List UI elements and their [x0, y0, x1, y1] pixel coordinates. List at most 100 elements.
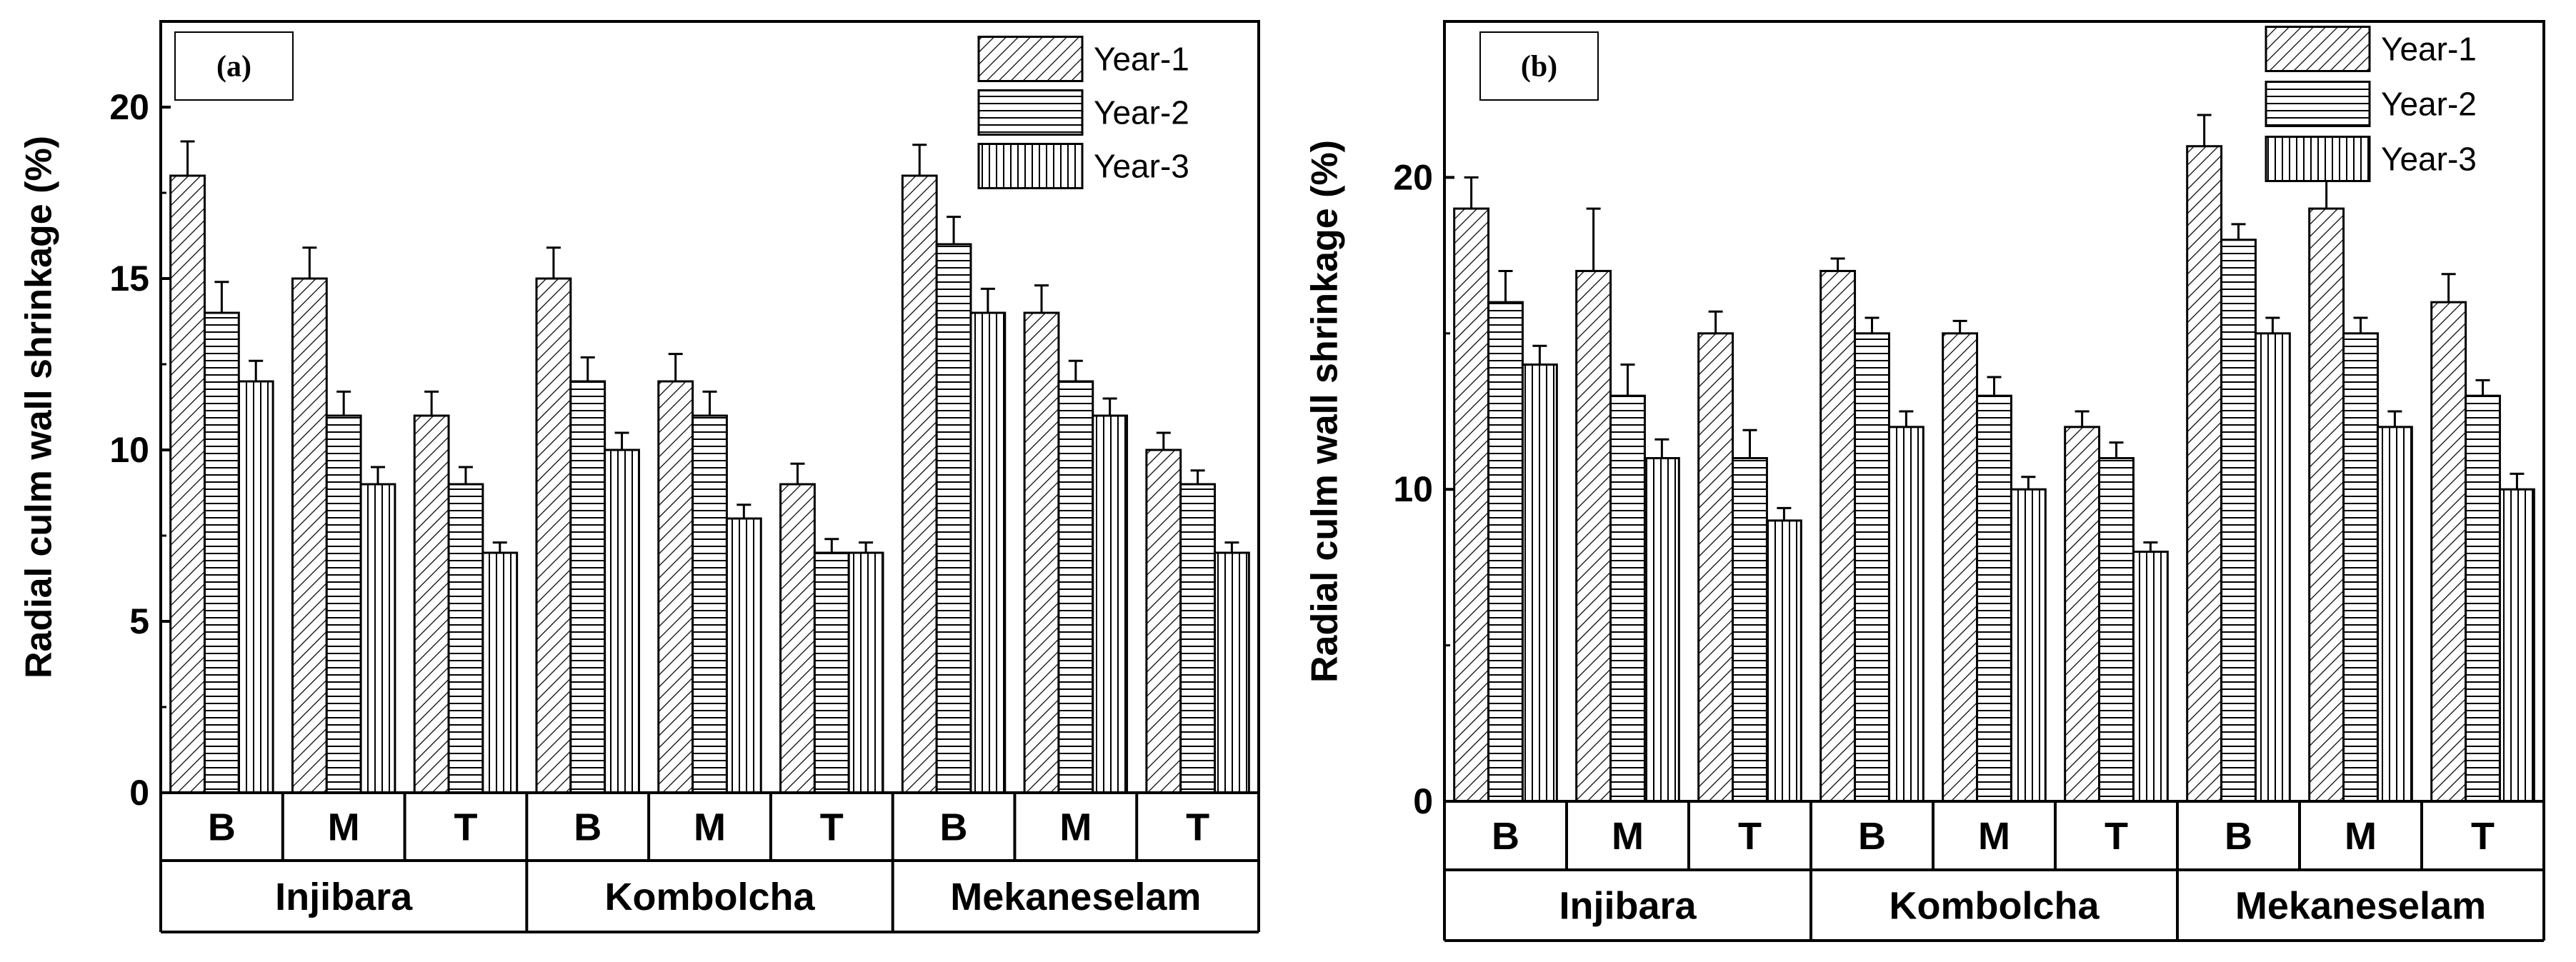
chart-b-bar	[1819, 269, 1857, 803]
chart-b-bar	[1765, 519, 1802, 803]
chart-a-x-tick-label: B	[574, 806, 601, 849]
chart-a-x-tick-label: M	[694, 806, 726, 849]
chart-a-bar	[535, 277, 572, 794]
chart-a-bar	[657, 380, 694, 794]
chart-a-error-bar	[614, 431, 629, 450]
chart-b-bar	[2465, 394, 2501, 803]
chart-b-bar	[1976, 394, 2012, 803]
chart-b-bar	[2132, 551, 2169, 803]
chart-a-bar	[604, 449, 640, 794]
chart-b-error-bar	[2231, 223, 2246, 240]
chart-a-bar	[1145, 449, 1182, 794]
chart-a-x-tick-label: B	[208, 806, 236, 849]
chart-b-bar	[2010, 488, 2047, 803]
chart-a-group-label: Mekaneselam	[950, 876, 1201, 918]
chart-b-error-bar	[2109, 441, 2124, 459]
chart-a-error-bar	[980, 287, 995, 313]
chart-b-panel-label: (b)	[1521, 51, 1557, 84]
chart-b-error-bar	[1952, 319, 1967, 334]
chart-b-error-bar	[1620, 363, 1635, 396]
chart-b-y-axis-label: Radial culm wall shrinkage (%)	[1304, 140, 1346, 683]
chart-b-bar	[2098, 457, 2135, 803]
chart-a-error-bar	[370, 466, 385, 484]
chart-a-bar	[1092, 414, 1129, 794]
chart-b-x-tick-label: B	[2225, 815, 2252, 858]
chart-b-bar	[1854, 332, 1890, 803]
chart-b-x-tick-label: M	[2345, 815, 2377, 858]
chart-a-error-bar	[424, 390, 439, 416]
chart-a-error-bar	[702, 390, 717, 416]
chart-b-bar	[1643, 457, 1680, 803]
chart-b-error-bar	[1498, 269, 1513, 303]
chart-b-legend-swatch	[2265, 81, 2371, 127]
chart-a-legend-label: Year-2	[1094, 94, 1189, 131]
chart-b-bar	[2064, 426, 2101, 803]
chart-b-x-tick-label: T	[1738, 815, 1762, 858]
chart-a-legend-swatch	[977, 89, 1084, 136]
chart-b-legend-swatch	[2265, 136, 2371, 182]
chart-a-group-label: Injibara	[275, 876, 413, 918]
chart-b-error-bar	[1464, 176, 1479, 209]
chart-b-group-label: Kombolcha	[1889, 885, 2100, 928]
chart-b-error-bar	[1830, 257, 1845, 271]
chart-b-error-bar	[2021, 476, 2036, 490]
chart-a-y-tick-label: 20	[109, 87, 149, 127]
chart-b-error-bar	[1586, 207, 1601, 271]
chart-b-bar	[2308, 207, 2345, 803]
chart-b-legend-label: Year-1	[2381, 31, 2477, 68]
chart-b-legend-swatch	[2265, 26, 2371, 72]
chart-b-bar	[1575, 269, 1612, 803]
chart-a-bar	[847, 551, 884, 794]
chart-a-x-tick-label: T	[1186, 806, 1209, 849]
chart-b-error-bar	[2075, 410, 2090, 427]
chart-a-error-bar	[912, 144, 927, 176]
chart-a-y-tick-label: 5	[129, 601, 149, 641]
chart-b-x-tick-label: M	[1978, 815, 2010, 858]
chart-b-x-tick-label: M	[1612, 815, 1644, 858]
chart-a-error-bar	[458, 466, 473, 484]
chart-a-panel-label: (a)	[216, 51, 251, 84]
chart-a-group-label: Kombolcha	[604, 876, 815, 918]
chart-a-bar	[779, 483, 816, 794]
chart-a-error-bar	[302, 246, 317, 279]
chart-a-y-axis-label: Radial culm wall shrinkage (%)	[19, 136, 60, 678]
chart-b-group-label: Injibara	[1559, 885, 1697, 928]
chart-a-bar	[969, 311, 1007, 794]
chart-a-error-bar	[249, 359, 264, 381]
chart-a-legend-label: Year-1	[1094, 41, 1189, 78]
chart-b-error-bar	[2197, 114, 2212, 146]
chart-a-error-bar	[1156, 431, 1171, 450]
chart-b-error-bar	[1987, 376, 2002, 396]
chart-a-bar	[901, 174, 938, 794]
chart-b-bar	[1732, 457, 1768, 803]
chart-b-error-bar	[1742, 429, 1757, 459]
chart-a-y-tick-label: 10	[109, 430, 149, 470]
chart-b-panel-label-box	[1479, 31, 1599, 101]
chart-a-error-bar	[790, 462, 805, 484]
chart-a-bar	[237, 380, 274, 794]
chart-a-bar	[481, 551, 519, 794]
chart-a-error-bar	[668, 353, 683, 381]
chart-a-error-bar	[1034, 284, 1049, 313]
chart-a-bar	[569, 380, 606, 794]
chart-a-bar	[169, 174, 206, 794]
chart-b-legend-label: Year-3	[2381, 141, 2477, 178]
chart-a-error-bar	[1102, 397, 1117, 416]
chart-b-bar	[1609, 394, 1646, 803]
chart-b-error-bar	[1899, 410, 1914, 427]
chart-b-error-bar	[2441, 273, 2456, 303]
chart-a-x-tick-label: M	[328, 806, 360, 849]
chart-a-x-tick-label: T	[820, 806, 844, 849]
chart-a-error-bar	[737, 503, 752, 518]
chart-b-error-bar	[2265, 316, 2280, 334]
chart-a-error-bar	[546, 246, 561, 279]
chart-a-y-tick-label: 0	[129, 773, 149, 813]
chart-b-bar	[2254, 332, 2291, 803]
chart-a-x-tick-label: M	[1059, 806, 1092, 849]
chart-a-plot-frame	[159, 20, 1260, 794]
chart-a-x-tick-label: T	[454, 806, 477, 849]
chart-b-bar	[2342, 332, 2379, 803]
chart-a-error-bar	[1068, 359, 1083, 381]
chart-a-bar	[1214, 551, 1250, 794]
